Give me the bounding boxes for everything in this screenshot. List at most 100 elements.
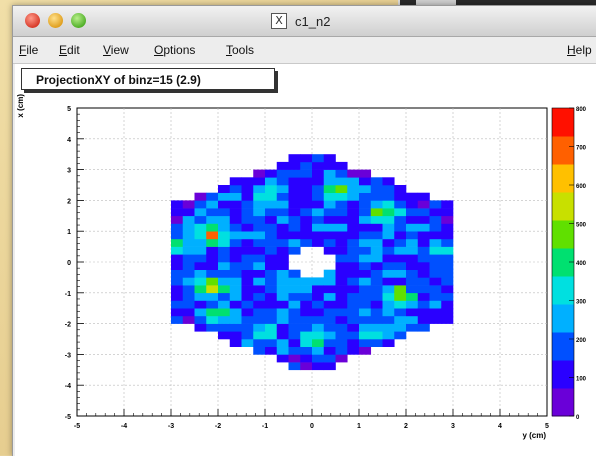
heatmap-cell: [347, 215, 360, 224]
title-bar[interactable]: X c1_n2: [13, 6, 596, 37]
heatmap-cell: [194, 254, 207, 263]
heatmap-cell: [171, 277, 184, 286]
heatmap-cell: [370, 339, 383, 347]
heatmap-cell: [171, 315, 184, 324]
heatmap-cell: [241, 185, 254, 193]
heatmap-cell: [253, 346, 266, 355]
heatmap-cell: [441, 208, 454, 217]
heatmap-cell: [406, 238, 419, 247]
heatmap-cell: [370, 269, 383, 278]
heatmap-cell: [288, 315, 301, 324]
heatmap-cell: [335, 300, 348, 309]
heatmap-cell: [370, 177, 383, 186]
minimize-window-button[interactable]: [48, 13, 63, 28]
heatmap-cell: [323, 315, 336, 324]
heatmap-cell: [265, 269, 278, 278]
heatmap-cell: [359, 185, 372, 193]
heatmap-cell: [171, 215, 184, 224]
heatmap-cell: [370, 238, 383, 247]
menu-file[interactable]: File: [19, 43, 39, 57]
heatmap-cell: [241, 323, 254, 332]
colorbar-segment: [552, 304, 574, 333]
heatmap-cell: [312, 154, 325, 163]
heatmap-cell: [323, 200, 336, 209]
heatmap-cell: [229, 285, 242, 294]
heatmap-cell: [394, 215, 407, 224]
heatmap-cell: [323, 323, 336, 332]
heatmap-cell: [182, 292, 195, 301]
heatmap-cell: [370, 300, 383, 309]
plot-title[interactable]: ProjectionXY of binz=15 (2.9): [21, 68, 275, 90]
heatmap-cell: [229, 331, 242, 340]
colorbar-segment: [552, 108, 574, 137]
heatmap-cell: [312, 285, 325, 294]
heatmap-cell: [323, 208, 336, 217]
heatmap-cell: [347, 292, 360, 301]
root-canvas[interactable]: ProjectionXY of binz=15 (2.9) -5 -4 -3 -2 -1…: [15, 64, 596, 456]
heatmap-cell: [417, 223, 430, 232]
heatmap-cell: [241, 200, 254, 209]
heatmap-cell: [194, 246, 207, 255]
menu-edit[interactable]: Edit: [59, 43, 80, 57]
heatmap-cell: [429, 262, 442, 270]
colorbar-segment: [552, 192, 574, 221]
heatmap-cell: [417, 292, 430, 301]
heatmap-cell: [229, 308, 242, 317]
heatmap-cell: [382, 323, 395, 332]
heatmap-cell: [253, 223, 266, 232]
menu-tools[interactable]: Tools: [226, 43, 255, 57]
heatmap-cell: [441, 308, 454, 317]
heatmap-cell: [323, 231, 336, 240]
heatmap-cell: [370, 315, 383, 324]
heatmap-cell: [194, 300, 207, 309]
heatmap-cell: [288, 238, 301, 247]
heatmap-cell: [382, 269, 395, 278]
x-tick-label: 3: [451, 423, 455, 430]
heatmap-cell: [417, 277, 430, 286]
heatmap-cell: [300, 323, 313, 332]
heatmap-cell: [300, 231, 313, 240]
heatmap-cell: [323, 192, 336, 201]
heatmap-cell: [347, 238, 360, 247]
close-window-button[interactable]: [25, 13, 40, 28]
heatmap-cell: [382, 223, 395, 232]
heatmap-cell: [370, 262, 383, 270]
heatmap-cell: [182, 285, 195, 294]
heatmap-cell: [288, 161, 301, 170]
axis-ticks: -5 -4 -3 -2 -1 0 1 2 3 4 5 -5 -4 -3 -2 -1 0 1 2 3 4 5: [65, 106, 549, 430]
heatmap-cell: [218, 331, 231, 340]
heatmap-cell: [218, 285, 231, 294]
heatmap-cell: [194, 323, 207, 332]
heatmap-cell: [394, 269, 407, 278]
heatmap-cell: [218, 231, 231, 240]
heatmap-cell: [347, 285, 360, 294]
heatmap-cell: [429, 277, 442, 286]
heatmap-cell: [394, 254, 407, 263]
colorbar-segment: [552, 136, 574, 165]
heatmap-cell: [276, 262, 289, 270]
menu-view[interactable]: View: [103, 43, 129, 57]
heatmap-cell: [323, 215, 336, 224]
heatmap-cell: [406, 215, 419, 224]
menu-options[interactable]: Options: [154, 43, 196, 57]
zoom-window-button[interactable]: [71, 13, 86, 28]
menu-bar: File Edit View Options Tools Help: [13, 37, 596, 64]
heatmap-cell: [335, 223, 348, 232]
heatmap-cell: [288, 177, 301, 186]
heatmap-cell: [370, 223, 383, 232]
heatmap-cell: [441, 246, 454, 255]
color-palette-axis[interactable]: 0 100 200 300 400 500 600 700 800: [551, 107, 587, 421]
colorbar-tick-label: 700: [576, 146, 587, 152]
histogram-plot[interactable]: -5 -4 -3 -2 -1 0 1 2 3 4 5 -5 -4 -3 -2 -1 0 1 2 3 4 5 0 100 200…: [15, 64, 596, 456]
heatmap-cell: [323, 161, 336, 170]
menu-help[interactable]: Help: [567, 43, 592, 57]
histogram-cells: [171, 154, 454, 371]
heatmap-cell: [253, 169, 266, 178]
heatmap-cell: [265, 339, 278, 347]
heatmap-cell: [276, 238, 289, 247]
heatmap-cell: [312, 277, 325, 286]
heatmap-cell: [265, 208, 278, 217]
heatmap-cell: [288, 323, 301, 332]
heatmap-cell: [382, 308, 395, 317]
heatmap-cell: [288, 308, 301, 317]
